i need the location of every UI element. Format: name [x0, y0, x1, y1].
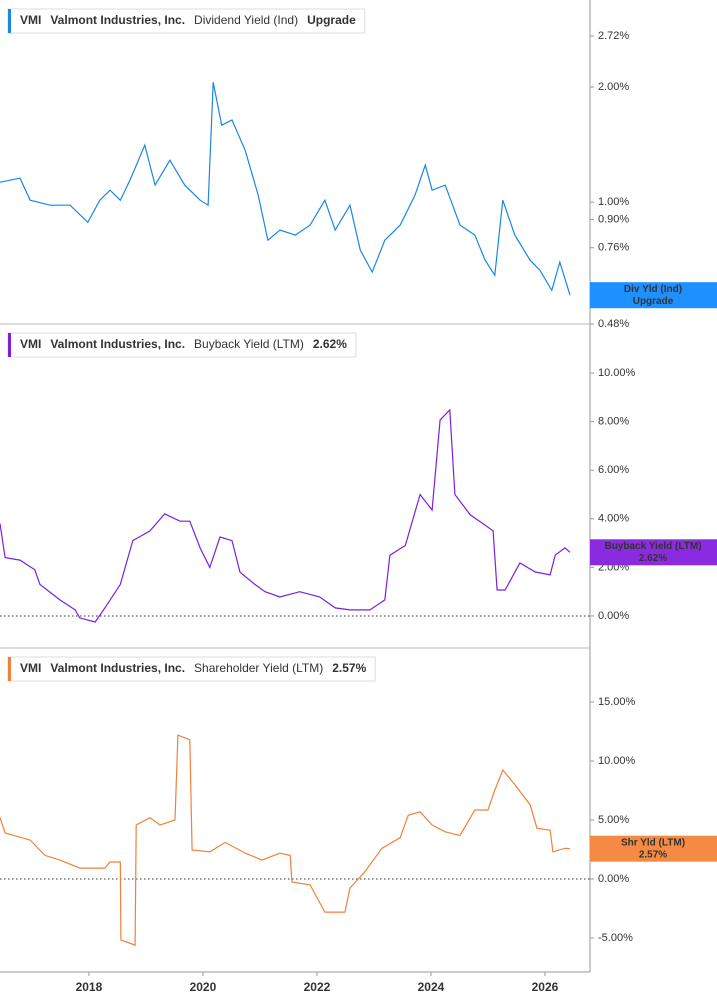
- y-tick-label: 6.00%: [598, 464, 629, 476]
- legend: VMI Valmont Industries, Inc. Buyback Yield…: [7, 332, 357, 358]
- y-tick-label: 4.00%: [598, 513, 629, 525]
- legend-value: Upgrade: [307, 13, 356, 27]
- end-label-value: 2.57%: [639, 849, 667, 860]
- legend-title: Buyback Yield (LTM): [194, 337, 304, 351]
- legend-ticker: VMI: [20, 337, 41, 351]
- series-line: [0, 82, 571, 296]
- legend-box: [7, 332, 357, 358]
- x-tick-label: 2024: [418, 980, 445, 994]
- end-label-value: Upgrade: [633, 296, 674, 307]
- end-label-box: [590, 539, 717, 566]
- x-tick-label: 2022: [304, 980, 331, 994]
- legend-swatch: [8, 657, 11, 681]
- y-tick-label: 10.00%: [598, 755, 636, 767]
- y-tick-label: 5.00%: [598, 814, 629, 826]
- y-tick-label: 0.48%: [598, 318, 629, 330]
- end-label-box: [590, 835, 717, 862]
- series-line: [0, 734, 571, 946]
- legend-ticker: VMI: [20, 661, 41, 675]
- x-tick-label: 2026: [532, 980, 559, 994]
- y-tick-label: 8.00%: [598, 416, 629, 428]
- end-label-box: [590, 282, 717, 309]
- x-tick-label: 2018: [76, 980, 103, 994]
- y-tick-label: 2.72%: [598, 30, 629, 42]
- y-tick-label: 15.00%: [598, 696, 636, 708]
- legend-box: [7, 8, 366, 34]
- legend-swatch: [8, 333, 11, 357]
- legend-company: Valmont Industries, Inc.: [50, 337, 185, 351]
- x-tick-label: 2020: [190, 980, 217, 994]
- y-tick-label: 10.00%: [598, 367, 636, 379]
- legend-company: Valmont Industries, Inc.: [50, 13, 185, 27]
- legend: VMI Valmont Industries, Inc. Shareholder Y…: [7, 656, 376, 682]
- y-tick-label: 2.00%: [598, 81, 629, 93]
- end-label-name: Shr Yld (LTM): [621, 837, 685, 848]
- legend-ticker: VMI: [20, 13, 41, 27]
- legend: VMI Valmont Industries, Inc. Dividend Yiel…: [7, 8, 366, 34]
- legend-value: 2.62%: [313, 337, 347, 351]
- end-label-name: Buyback Yield (LTM): [604, 541, 701, 552]
- y-tick-label: 0.76%: [598, 242, 629, 254]
- legend-title: Shareholder Yield (LTM): [194, 661, 323, 675]
- legend-value: 2.57%: [332, 661, 366, 675]
- series-line: [0, 408, 571, 623]
- legend-company: Valmont Industries, Inc.: [50, 661, 185, 675]
- y-tick-label: 0.00%: [598, 610, 629, 622]
- legend-swatch: [8, 9, 11, 33]
- legend-box: [7, 656, 376, 682]
- y-tick-label: 0.00%: [598, 873, 629, 885]
- end-label-value: 2.62%: [639, 553, 667, 564]
- y-tick-label: 0.90%: [598, 214, 629, 226]
- end-label-name: Div Yld (Ind): [624, 284, 682, 295]
- y-tick-label: 1.00%: [598, 196, 629, 208]
- y-tick-label: -5.00%: [598, 932, 633, 944]
- legend-title: Dividend Yield (Ind): [194, 13, 298, 27]
